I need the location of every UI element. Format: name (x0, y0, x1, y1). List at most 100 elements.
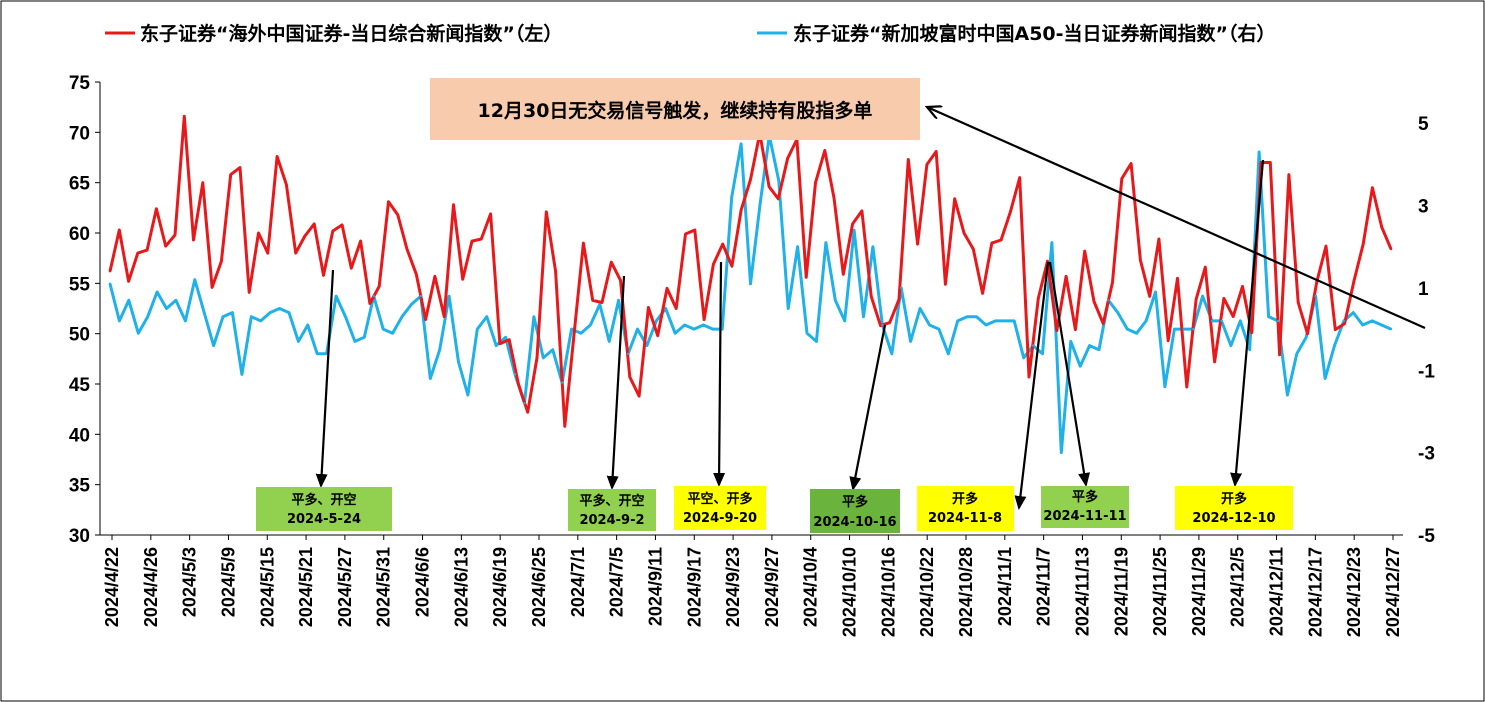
legend-label-left: 东子证券“海外中国证券-当日综合新闻指数”（左） (140, 22, 562, 45)
data-point-left (832, 196, 836, 199)
data-point-right (1135, 332, 1138, 335)
data-point-right (900, 286, 903, 290)
data-point-right (118, 319, 121, 323)
data-point-left (1111, 281, 1114, 284)
note-box (430, 78, 920, 140)
data-point-left (1287, 173, 1291, 176)
data-point-right (287, 311, 291, 314)
data-point-left (508, 338, 511, 341)
data-point-left (461, 278, 464, 281)
x-tick-label: 2024/12/17 (1305, 547, 1325, 637)
data-point-left (1009, 210, 1012, 214)
data-point-right (231, 311, 234, 314)
data-point-right (824, 241, 828, 244)
data-point-right (316, 352, 319, 355)
data-point-left (1046, 260, 1049, 263)
data-point-left (888, 321, 891, 324)
right-tick-label: -5 (1418, 526, 1435, 547)
data-point-left (1334, 328, 1337, 331)
data-point-left (1064, 275, 1068, 278)
data-point-left (405, 247, 409, 251)
data-point-right (542, 356, 545, 360)
data-point-left (962, 231, 966, 235)
x-tick-label: 2024/12/11 (1267, 547, 1287, 636)
signal-box-5-action: 开多 (952, 491, 978, 507)
data-point-right (325, 352, 328, 355)
data-point-right (1229, 344, 1233, 347)
data-point-left (712, 263, 715, 266)
data-point-right (306, 323, 309, 327)
data-point-right (664, 307, 667, 310)
data-point-left (183, 115, 186, 118)
data-point-left (805, 276, 808, 279)
data-point-left (303, 234, 307, 238)
data-point-left (1278, 353, 1281, 356)
data-point-right (965, 315, 969, 318)
data-point-left (368, 302, 372, 305)
data-point-right (504, 336, 507, 339)
data-point-left (340, 223, 344, 227)
data-point-left (452, 203, 455, 206)
x-tick-label: 2024/5/15 (257, 547, 277, 627)
signal-box-1-action: 平多、开空 (291, 492, 356, 508)
data-point-right (749, 282, 752, 285)
data-point-right (1257, 150, 1261, 154)
data-point-left (554, 270, 557, 273)
data-point-right (165, 307, 168, 310)
signal-box-3-date: 2024-9-20 (683, 511, 757, 526)
data-point-left (1120, 177, 1124, 180)
data-point-right (1079, 365, 1082, 368)
data-point-left (1232, 315, 1235, 318)
data-point-right (485, 315, 488, 318)
data-point-right (1144, 319, 1148, 323)
x-tick-label: 2024/9/17 (684, 547, 704, 627)
data-point-right (683, 323, 686, 327)
x-tick-label: 2024/5/27 (335, 547, 355, 627)
data-point-right (1210, 319, 1214, 323)
data-point-right (1192, 327, 1195, 331)
data-point-left (1259, 161, 1263, 164)
data-point-left (619, 279, 622, 282)
data-point-right (221, 315, 225, 318)
data-point-left (1167, 339, 1170, 342)
x-tick-label: 2024/9/23 (723, 547, 743, 627)
data-point-right (155, 290, 159, 294)
data-point-left (1324, 244, 1328, 248)
x-tick-label: 2024/11/29 (1189, 547, 1209, 636)
data-point-right (1163, 385, 1167, 388)
data-point-right (1182, 327, 1186, 331)
signal-arrow-7 (1230, 159, 1265, 487)
data-point-right (787, 307, 790, 310)
x-tick-label: 2024/11/19 (1111, 547, 1131, 636)
data-point-right (476, 327, 479, 331)
data-point-right (862, 315, 865, 318)
data-point-left (1018, 176, 1021, 179)
data-point-right (1041, 352, 1044, 355)
data-point-right (495, 344, 498, 347)
data-point-left (693, 228, 696, 232)
x-tick-label: 2024/11/7 (1034, 547, 1054, 626)
data-point-left (443, 315, 446, 318)
data-point-right (815, 340, 818, 343)
data-point-left (155, 207, 158, 210)
data-point-left (572, 332, 576, 335)
data-point-left (777, 197, 780, 200)
data-point-right (1050, 241, 1054, 244)
data-point-left (108, 270, 112, 273)
data-point-left (610, 261, 613, 264)
data-point-right (127, 299, 130, 302)
data-point-left (749, 178, 752, 181)
right-tick-label: 3 (1418, 197, 1429, 218)
data-point-left (907, 158, 910, 161)
series-points-left (108, 115, 1393, 428)
data-point-left (879, 324, 882, 327)
data-point-left (378, 285, 381, 288)
data-point-right (890, 352, 893, 355)
signal-box-7: 开多 2024-12-10 (1175, 486, 1293, 530)
data-point-left (136, 251, 139, 255)
right-tick-label: 5 (1418, 114, 1429, 135)
x-tick-label: 2024/11/13 (1072, 547, 1092, 636)
data-point-right (834, 299, 837, 302)
legend: 东子证券“海外中国证券-当日综合新闻指数”（左） 东子证券“新加坡富时中国A50… (105, 22, 1276, 45)
